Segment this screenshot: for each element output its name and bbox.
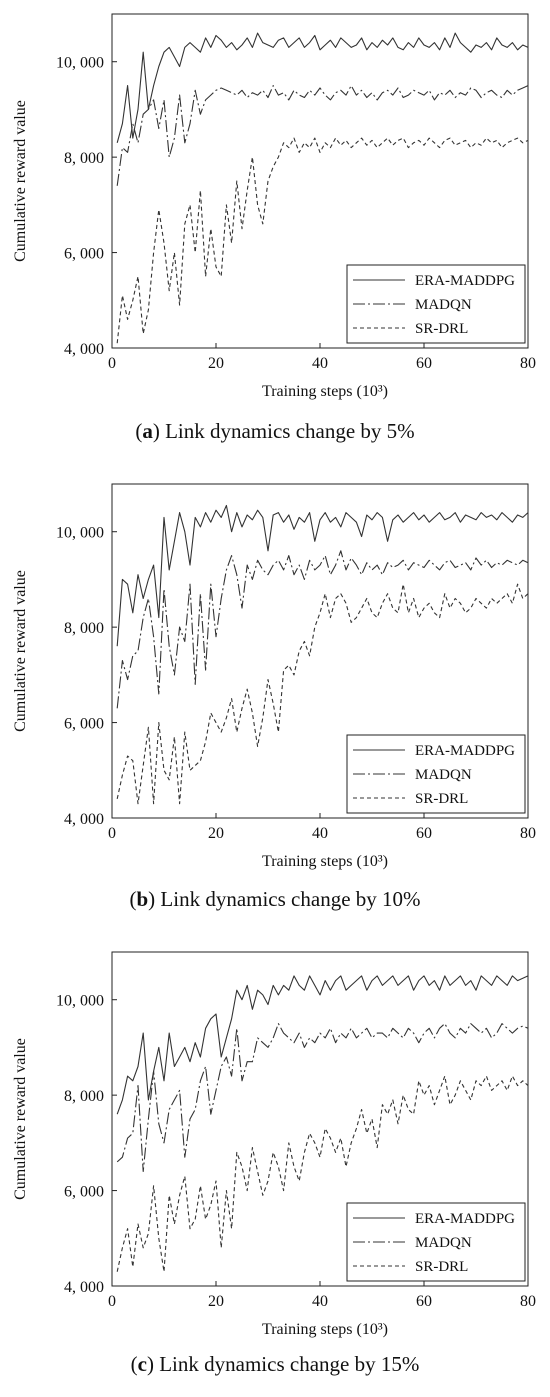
caption-b-text: Link dynamics change by 10% [155, 887, 421, 911]
caption-c-text: Link dynamics change by 15% [153, 1352, 420, 1376]
series-line-madqn [116, 1023, 529, 1173]
series-line-sr-drl [116, 583, 529, 805]
x-tick-label: 20 [208, 825, 224, 842]
series-line-era-maddpg [116, 32, 529, 143]
caption-a: (a) Link dynamics change by 5% [135, 419, 415, 443]
legend-label: SR-DRL [415, 791, 468, 807]
x-tick-label: 60 [416, 1293, 432, 1310]
x-axis-title: Training steps (10³) [262, 383, 388, 400]
y-axis-title: Cumulative reward value [12, 1038, 29, 1200]
legend-label: ERA-MADDPG [415, 743, 515, 759]
y-tick-label: 6, 000 [64, 246, 104, 263]
y-axis-title: Cumulative reward value [12, 570, 29, 732]
series-line-era-maddpg [116, 504, 529, 647]
caption-c-letter: c [137, 1352, 147, 1376]
y-tick-label: 10, 000 [56, 993, 104, 1010]
series-line-era-maddpg [116, 975, 529, 1115]
y-tick-label: 4, 000 [64, 1279, 104, 1296]
caption-a-letter: a [142, 419, 153, 443]
y-tick-label: 8, 000 [64, 1088, 104, 1105]
x-tick-label: 0 [108, 825, 116, 842]
y-axis-title: Cumulative reward value [12, 100, 29, 262]
x-tick-label: 80 [520, 355, 536, 372]
chart-panel-a: 0 20 40 60 80 4, 000 6, 000 8, 000 10, 000 Traini… [12, 13, 536, 400]
caption-a-text: Link dynamics change by 5% [159, 419, 415, 443]
series-line-madqn [116, 85, 529, 186]
legend-label: MADQN [415, 767, 472, 783]
x-tick-label: 0 [108, 355, 116, 372]
y-tick-label: 6, 000 [64, 1184, 104, 1201]
legend-label: SR-DRL [415, 321, 468, 337]
x-tick-label: 60 [416, 355, 432, 372]
x-tick-label: 40 [312, 825, 328, 842]
legend-label: MADQN [415, 297, 472, 313]
legend-label: SR-DRL [415, 1259, 468, 1275]
y-tick-label: 4, 000 [64, 341, 104, 358]
caption-b: (b) Link dynamics change by 10% [129, 887, 421, 911]
y-tick-label: 10, 000 [56, 55, 104, 72]
y-tick-label: 10, 000 [56, 525, 104, 542]
chart-panel-b: 0 20 40 60 80 4, 000 6, 000 8, 000 10, 000 Traini… [12, 483, 536, 870]
series-line-sr-drl [116, 1075, 529, 1273]
legend-label: ERA-MADDPG [415, 1211, 515, 1227]
x-tick-label: 80 [520, 825, 536, 842]
y-tick-label: 6, 000 [64, 716, 104, 733]
x-tick-label: 80 [520, 1293, 536, 1310]
legend-label: MADQN [415, 1235, 472, 1251]
series-line-madqn [116, 550, 529, 709]
caption-c: (c) Link dynamics change by 15% [130, 1352, 420, 1376]
x-tick-label: 0 [108, 1293, 116, 1310]
legend-label: ERA-MADDPG [415, 273, 515, 289]
series-line-sr-drl [116, 137, 529, 344]
caption-b-letter: b [136, 887, 149, 911]
x-axis-title: Training steps (10³) [262, 853, 388, 870]
y-tick-label: 8, 000 [64, 150, 104, 167]
x-tick-label: 20 [208, 355, 224, 372]
chart-panel-c: 0 20 40 60 80 4, 000 6, 000 8, 000 10, 000 Traini… [12, 951, 536, 1338]
x-tick-label: 60 [416, 825, 432, 842]
y-tick-label: 8, 000 [64, 620, 104, 637]
x-tick-label: 40 [312, 1293, 328, 1310]
x-tick-label: 40 [312, 355, 328, 372]
x-tick-label: 20 [208, 1293, 224, 1310]
y-tick-label: 4, 000 [64, 811, 104, 828]
x-axis-title: Training steps (10³) [262, 1321, 388, 1338]
